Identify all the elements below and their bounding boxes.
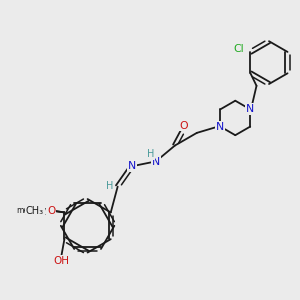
Text: N: N (152, 157, 160, 167)
Text: N: N (246, 104, 254, 114)
Text: OH: OH (53, 256, 69, 266)
Text: O: O (45, 205, 53, 215)
Text: CH₃: CH₃ (26, 206, 44, 216)
Text: N: N (128, 161, 136, 171)
Text: N: N (216, 122, 224, 132)
Text: O: O (47, 206, 55, 216)
Text: H: H (146, 149, 154, 159)
Text: O: O (179, 121, 188, 130)
Text: Cl: Cl (234, 44, 244, 54)
Text: methoxy: methoxy (16, 206, 50, 214)
Text: H: H (106, 181, 113, 191)
